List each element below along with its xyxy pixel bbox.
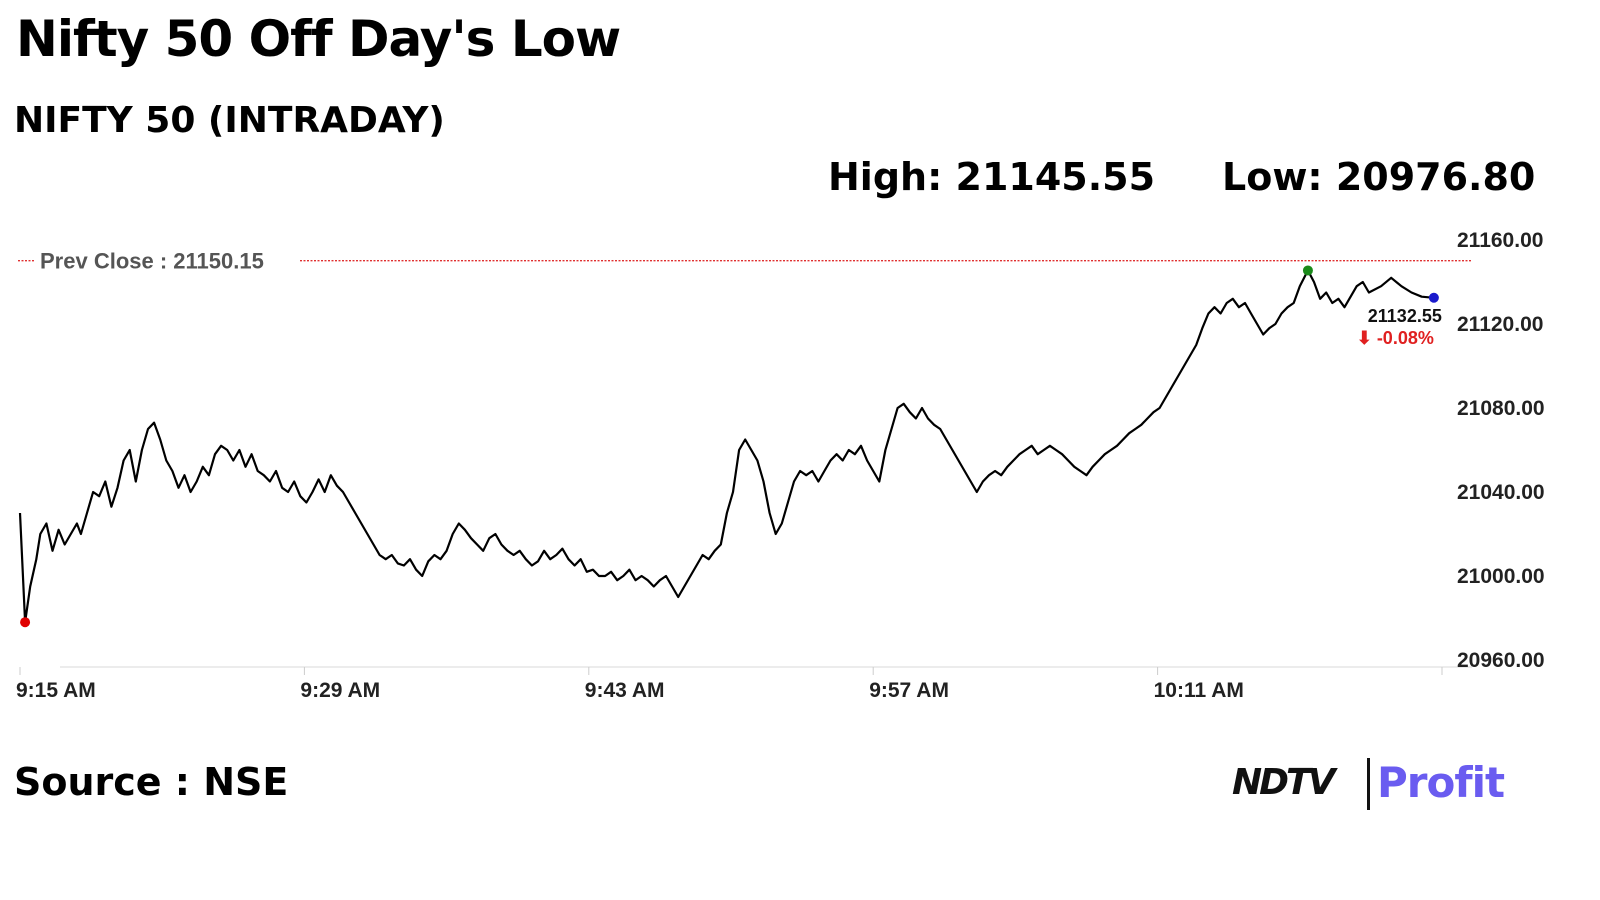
y-tick-label: 21000.00 (1457, 565, 1545, 588)
price-change-label: ⬇ -0.08% (1357, 328, 1434, 348)
prev-close-label: Prev Close : 21150.15 (40, 249, 264, 274)
x-tick-label: 9:15 AM (16, 679, 96, 702)
source-note: Source : NSE (14, 760, 289, 804)
day-high-marker (1302, 265, 1313, 276)
y-tick-label: 20960.00 (1457, 649, 1545, 672)
x-tick-label: 9:29 AM (300, 679, 380, 702)
day-high-stat: High: 21145.55 (828, 155, 1156, 199)
y-tick-label: 21040.00 (1457, 481, 1545, 504)
last-price-marker (1428, 292, 1439, 303)
x-axis-ticks: 9:15 AM 9:29 AM 9:43 AM 9:57 AM 10:11 AM (16, 667, 1443, 702)
y-tick-label: 21080.00 (1457, 397, 1545, 420)
y-axis-ticks: 21160.00 21120.00 21080.00 21040.00 21000.00… (1457, 229, 1545, 672)
last-price-label: 21132.55 (1368, 306, 1442, 326)
day-low-stat: Low: 20976.80 (1222, 155, 1536, 199)
page-title: Nifty 50 Off Day's Low (16, 10, 621, 68)
chart-subtitle: NIFTY 50 (INTRADAY) (14, 100, 445, 141)
y-tick-label: 21120.00 (1457, 313, 1543, 336)
x-tick-label: 9:43 AM (585, 679, 665, 702)
x-tick-label: 9:57 AM (869, 679, 949, 702)
brand-ndtv-text: NDTV (1232, 762, 1335, 803)
day-low-marker (20, 617, 31, 628)
x-tick-label: 10:11 AM (1154, 679, 1244, 702)
brand-divider (1367, 758, 1370, 810)
y-tick-label: 21160.00 (1457, 229, 1543, 252)
brand-profit-text: Profit (1377, 758, 1505, 807)
price-series-line (18, 269, 1434, 624)
intraday-line-chart: 9:15 AM 9:29 AM 9:43 AM 9:57 AM 10:11 AM 211… (16, 229, 1545, 702)
